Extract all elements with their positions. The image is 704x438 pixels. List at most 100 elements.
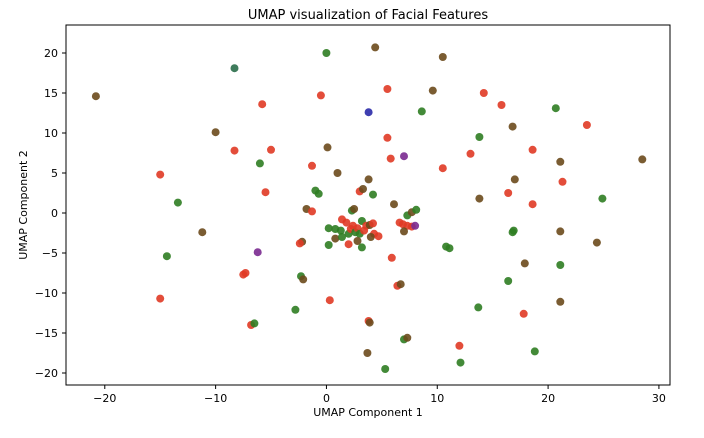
scatter-point	[403, 333, 412, 342]
scatter-point	[258, 100, 267, 109]
y-tick-label: 5	[51, 167, 58, 180]
y-tick-label: 20	[44, 47, 58, 60]
scatter-point	[173, 198, 182, 207]
scatter-point	[386, 154, 395, 163]
scatter-point	[255, 159, 264, 168]
scatter-point	[497, 101, 506, 109]
x-tick-label: 30	[652, 392, 666, 405]
scatter-point	[456, 358, 465, 367]
scatter-point	[91, 92, 100, 101]
scatter-point	[250, 319, 259, 328]
y-tick-label: −20	[35, 367, 58, 380]
scatter-point	[509, 226, 518, 235]
chart-title: UMAP visualization of Facial Features	[248, 8, 488, 23]
scatter-point	[400, 227, 408, 236]
scatter-point	[230, 64, 239, 73]
scatter-point	[253, 248, 262, 257]
scatter-point	[230, 146, 239, 155]
y-axis-ticks: −20 −15 −10 −5 0 5 10 15 20	[35, 47, 66, 380]
scatter-point	[366, 233, 375, 241]
scatter-point	[417, 107, 426, 116]
y-tick-label: −10	[35, 287, 58, 300]
scatter-point	[558, 177, 567, 186]
scatter-point	[474, 303, 483, 312]
scatter-point	[445, 244, 454, 253]
scatter-point	[156, 170, 165, 179]
scatter-point	[364, 175, 373, 184]
scatter-point	[267, 145, 275, 154]
x-tick-label: −10	[204, 392, 227, 405]
scatter-point	[241, 269, 250, 277]
scatter-point	[438, 53, 447, 61]
scatter-point	[519, 309, 528, 318]
scatter-point	[592, 238, 601, 247]
scatter-point	[520, 259, 529, 268]
scatter-point	[359, 185, 367, 193]
scatter-point	[156, 294, 165, 303]
scatter-point	[428, 86, 437, 95]
scatter-point	[551, 104, 560, 113]
scatter-point	[598, 194, 607, 203]
scatter-point	[357, 243, 366, 252]
scatter-point	[333, 169, 342, 177]
axes-frame	[65, 24, 671, 386]
scatter-point	[556, 261, 565, 269]
scatter-point	[322, 49, 331, 57]
scatter-point	[314, 189, 323, 198]
scatter-point	[390, 200, 398, 209]
y-tick-label: −5	[42, 247, 58, 260]
scatter-point	[353, 237, 362, 245]
scatter-point	[336, 226, 345, 235]
scatter-point	[291, 305, 300, 314]
scatter-point	[338, 233, 346, 241]
scatter-point	[475, 133, 484, 141]
scatter-point	[438, 164, 447, 173]
scatter-point	[323, 143, 332, 152]
scatter-point	[350, 205, 359, 213]
x-axis-label: UMAP Component 1	[313, 406, 423, 419]
scatter-point	[211, 128, 220, 137]
scatter-point	[369, 219, 377, 228]
scatter-point	[344, 240, 353, 249]
x-tick-label: −20	[93, 392, 116, 405]
plot-area	[65, 24, 671, 386]
scatter-point	[504, 189, 513, 197]
scatter-point	[371, 43, 380, 52]
y-tick-label: 10	[44, 127, 58, 140]
x-tick-label: 20	[541, 392, 555, 405]
scatter-point	[369, 190, 377, 199]
scatter-point	[365, 318, 374, 327]
scatter-point	[582, 121, 591, 129]
scatter-point	[324, 224, 333, 233]
scatter-point	[510, 175, 519, 184]
scatter-point	[383, 133, 392, 142]
scatter-point	[261, 188, 270, 197]
scatter-point	[504, 277, 513, 285]
scatter-point	[479, 89, 488, 97]
scatter-point	[381, 365, 390, 373]
x-axis-ticks: −20 −10 0 10 20 30	[93, 385, 666, 405]
scatter-point	[530, 347, 539, 356]
scatter-point	[363, 349, 372, 357]
scatter-point	[383, 85, 392, 93]
scatter-point	[400, 152, 408, 161]
scatter-point	[528, 200, 537, 209]
x-tick-label: 10	[430, 392, 444, 405]
scatter-point	[364, 108, 373, 117]
scatter-point	[316, 91, 325, 100]
scatter-point	[556, 157, 565, 166]
y-tick-label: 15	[44, 87, 58, 100]
scatter-point	[638, 155, 647, 164]
scatter-point	[295, 239, 304, 248]
scatter-point	[308, 207, 316, 216]
scatter-point	[198, 228, 207, 237]
scatter-point	[508, 122, 517, 131]
x-tick-label: 0	[323, 392, 330, 405]
scatter-point	[466, 149, 475, 158]
scatter-point	[374, 232, 383, 241]
scatter-point	[455, 341, 464, 350]
scatter-point	[325, 296, 334, 305]
scatter-point	[331, 234, 340, 243]
scatter-point	[412, 205, 421, 214]
scatter-point	[475, 194, 484, 203]
